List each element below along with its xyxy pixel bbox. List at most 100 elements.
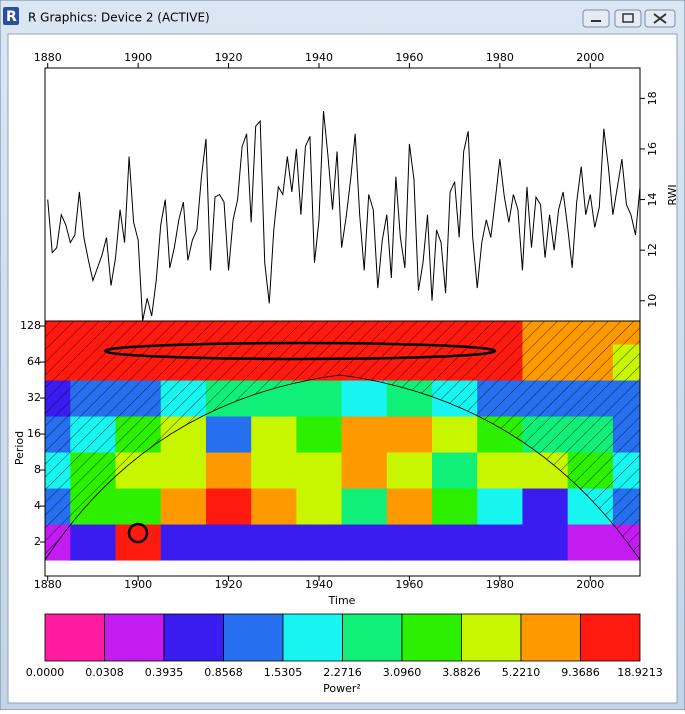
window-buttons[interactable] (582, 9, 676, 28)
colorbar-tick-label: 2.2716 (323, 666, 362, 679)
colorbar-swatch (223, 613, 284, 662)
heat-cell (205, 452, 252, 489)
y-tick-label: 18 (646, 91, 659, 105)
colorbar-swatch (580, 613, 641, 662)
heat-cell (296, 524, 343, 561)
colorbar-tick-label: 3.8826 (442, 666, 481, 679)
minimize-button[interactable] (582, 9, 610, 28)
y-tick-label: 14 (646, 193, 659, 207)
y-axis-label: Period (13, 431, 26, 465)
colorbar-swatch (104, 613, 165, 662)
heat-cell (386, 488, 433, 525)
x-tick-label: 1920 (215, 51, 243, 64)
heat-cell (341, 416, 388, 453)
x-tick-label: 1880 (34, 578, 62, 591)
maximize-button[interactable] (614, 9, 642, 28)
significance-contour (127, 522, 149, 544)
heat-cell (386, 524, 433, 561)
colorbar-swatch (163, 613, 224, 662)
rwi-series (47, 110, 640, 321)
x-tick-label: 2000 (576, 578, 604, 591)
cone-of-influence (45, 321, 640, 561)
heat-cell (115, 488, 162, 525)
heat-cell (432, 416, 478, 453)
y-tick-label: 8 (34, 463, 41, 476)
colorbar-tick-label: 18.9213 (617, 666, 663, 679)
heat-cell (341, 380, 388, 417)
heat-cell (432, 452, 478, 489)
colorbar-tick-label: 0.3935 (145, 666, 184, 679)
window-title: R Graphics: Device 2 (ACTIVE) (28, 11, 210, 25)
heat-cell (477, 488, 523, 525)
x-tick-label: 1980 (486, 578, 514, 591)
heat-cell (522, 524, 569, 561)
y-tick-label: 128 (20, 319, 41, 332)
colorbar-tick-label: 5.2210 (502, 666, 541, 679)
heat-cell (296, 452, 343, 489)
heat-cell (160, 452, 207, 489)
x-tick-label: 1900 (124, 578, 152, 591)
x-tick-label: 1940 (305, 51, 333, 64)
heat-cell (477, 452, 523, 489)
colorbar-label: Power² (323, 682, 361, 695)
heat-cell (522, 488, 569, 525)
x-tick-label: 1980 (486, 51, 514, 64)
y-tick-label: 64 (27, 355, 41, 368)
colorbar-swatch (342, 613, 403, 662)
x-tick-label: 1880 (34, 51, 62, 64)
coi-hatch (45, 321, 640, 561)
y-tick-label: 32 (27, 391, 41, 404)
y-tick-label: 16 (27, 427, 41, 440)
heat-cell (296, 416, 343, 453)
heat-cell (477, 524, 523, 561)
heat-cell (341, 488, 388, 525)
x-tick-label: 1900 (124, 51, 152, 64)
r-icon (3, 7, 19, 25)
heat-cell (205, 416, 252, 453)
heat-cell (251, 524, 297, 561)
x-tick-label: 1960 (395, 51, 423, 64)
y-tick-label: 16 (646, 142, 659, 156)
x-axis-label: Time (328, 594, 356, 607)
heat-cell (251, 416, 297, 453)
heat-cell (386, 416, 433, 453)
colorbar-tick-label: 3.0960 (383, 666, 422, 679)
x-tick-label: 1940 (305, 578, 333, 591)
x-tick-label: 1920 (215, 578, 243, 591)
maximize-icon (622, 13, 634, 23)
colorbar-tick-label: 0.0000 (26, 666, 65, 679)
colorbar-tick-label: 0.8568 (204, 666, 243, 679)
heat-cell (205, 488, 252, 525)
colorbar-tick-label: 1.5305 (264, 666, 303, 679)
heat-cell (296, 488, 343, 525)
x-tick-label: 2000 (576, 51, 604, 64)
colorbar-swatch (401, 613, 462, 662)
heat-cell (341, 524, 388, 561)
heat-cell (160, 488, 207, 525)
colorbar-swatch (44, 613, 105, 662)
colorbar-swatch (282, 613, 343, 662)
significance-contour (103, 341, 497, 361)
y-tick-label: 12 (646, 243, 659, 257)
y-tick-label: 2 (34, 535, 41, 548)
y-tick-label: 10 (646, 294, 659, 308)
heat-cell (567, 524, 614, 561)
heat-cell (160, 524, 207, 561)
heat-cell (296, 380, 343, 417)
colorbar-tick-label: 9.3686 (561, 666, 600, 679)
y-tick-label: 4 (34, 499, 41, 512)
rwi-line (47, 110, 640, 321)
heat-cell (70, 524, 117, 561)
heat-cell (341, 452, 388, 489)
x-tick-label: 1960 (395, 578, 423, 591)
r-icon-letter: R (6, 9, 17, 25)
close-icon (653, 13, 667, 24)
bottom-panel-box (44, 320, 641, 577)
colorbar-swatch (520, 613, 581, 662)
heat-cell (251, 452, 297, 489)
heat-cell (205, 524, 252, 561)
heat-cell (432, 524, 478, 561)
y-axis-label: RWI (666, 184, 679, 205)
heat-cell (432, 488, 478, 525)
